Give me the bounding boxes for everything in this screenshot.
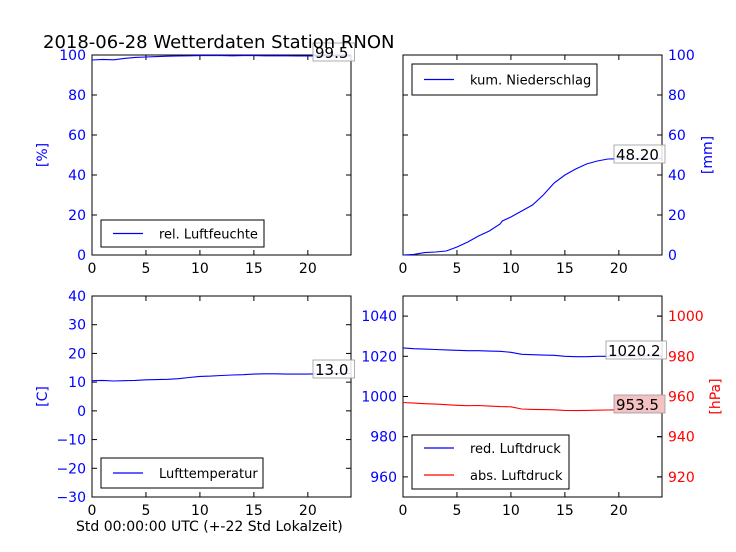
series-line-lufttemperatur [91, 372, 351, 382]
y-tick-label: 1000 [361, 390, 397, 406]
y-axis-label: [%] [35, 143, 51, 167]
x-tick-label: 5 [452, 261, 461, 277]
x-tick-label: 0 [88, 503, 97, 519]
x-tick-label: 15 [556, 503, 574, 519]
y-tick-label: 80 [668, 88, 686, 104]
last-value-label: 13.0 [315, 361, 348, 379]
y-tick-label: 100 [668, 48, 695, 64]
x-tick-label: 0 [88, 261, 97, 277]
y-tick-label: 60 [668, 128, 686, 144]
y-tick-label: 980 [370, 430, 397, 446]
legend-entry-label: kum. Niederschlag [470, 74, 591, 89]
x-tick-label: 0 [399, 261, 408, 277]
x-tick-label: 0 [399, 503, 408, 519]
y-tick-label: 960 [370, 470, 397, 486]
y-tick-label: 20 [668, 208, 686, 224]
y-tick-label: 40 [668, 168, 686, 184]
series-line-rel-luftfeuchte [91, 55, 351, 61]
last-value-label: 953.5 [616, 396, 659, 414]
x-tick-label: 15 [556, 261, 574, 277]
y-tick-label: 80 [68, 88, 86, 104]
y2-tick-label: 920 [668, 470, 695, 486]
y2-tick-label: 960 [668, 390, 695, 406]
y2-axis-label: [hPa] [708, 378, 724, 414]
y-tick-label: 40 [68, 289, 86, 305]
legend-entry-label: red. Luftdruck [470, 442, 561, 457]
last-value-label: 99.5 [315, 44, 348, 62]
x-tick-label: 5 [452, 503, 461, 519]
x-tick-label: 5 [141, 261, 150, 277]
y-tick-label: 0 [77, 404, 86, 420]
legend-box [411, 434, 570, 490]
x-axis-label: Std 00:00:00 UTC (+-22 Std Lokalzeit) [76, 519, 343, 535]
y-tick-label: 20 [68, 208, 86, 224]
y-tick-label: 100 [59, 48, 86, 64]
y2-tick-label: 1000 [668, 309, 704, 325]
figure-title: 2018-06-28 Wetterdaten Station RNON [43, 32, 394, 53]
y-tick-label: 40 [68, 168, 86, 184]
x-tick-label: 10 [191, 503, 209, 519]
x-tick-label: 15 [245, 503, 263, 519]
x-tick-label: 10 [502, 261, 520, 277]
y-tick-label: 60 [68, 128, 86, 144]
y-tick-label: 30 [68, 318, 86, 334]
last-value-label: 48.20 [616, 146, 659, 164]
x-tick-label: 10 [191, 261, 209, 277]
x-tick-label: 20 [610, 503, 628, 519]
legend-entry-label: rel. Luftfeuchte [159, 228, 258, 243]
y-tick-label: −30 [56, 490, 86, 506]
legend-entry-label: Lufttemperatur [159, 467, 258, 482]
y2-tick-label: 940 [668, 430, 695, 446]
legend-entry-label: abs. Luftdruck [470, 469, 563, 484]
x-tick-label: 15 [245, 261, 263, 277]
last-value-box [312, 42, 355, 62]
y-tick-label: 10 [68, 375, 86, 391]
y-tick-label: −10 [56, 433, 86, 449]
y-tick-label: 20 [68, 346, 86, 362]
last-value-box [613, 144, 666, 164]
y-axis-label: [C] [35, 386, 51, 407]
x-tick-label: 20 [299, 261, 317, 277]
y-tick-label: −20 [56, 461, 86, 477]
x-tick-label: 5 [141, 503, 150, 519]
last-value-box [605, 340, 667, 360]
plot-frame-top-left [91, 54, 352, 256]
plot-frame-bottom-left [91, 295, 352, 498]
series-line-kum-niederschlag [402, 158, 662, 256]
last-value-label: 1020.2 [608, 342, 661, 360]
last-value-box [613, 394, 666, 414]
y-axis-label: [mm] [700, 136, 716, 174]
y-tick-label: 1040 [361, 309, 397, 325]
y-tick-label: 0 [668, 248, 677, 264]
last-value-box [312, 359, 355, 379]
y-tick-label: 1020 [361, 349, 397, 365]
x-tick-label: 20 [610, 261, 628, 277]
y-tick-label: 0 [77, 248, 86, 264]
x-tick-label: 20 [299, 503, 317, 519]
y2-tick-label: 980 [668, 349, 695, 365]
x-tick-label: 10 [502, 503, 520, 519]
